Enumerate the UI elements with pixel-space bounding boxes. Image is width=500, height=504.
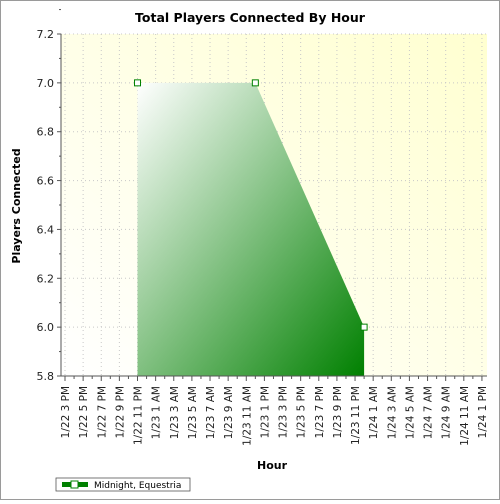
y-tick-label: 6.8 xyxy=(37,126,55,139)
x-tick-label: 1/23 11 AM xyxy=(241,386,253,446)
data-point-marker xyxy=(251,79,259,87)
x-tick-label: 1/23 3 PM xyxy=(278,386,290,438)
y-axis-ticks: 5.8 6.0 6.2 6.4 6.6 6.8 7.0 7.2 xyxy=(37,9,61,383)
x-tick-label: 1/24 7 AM xyxy=(423,386,435,439)
x-tick-label: 1/24 3 AM xyxy=(386,386,398,439)
x-tick-label: 1/23 5 PM xyxy=(296,386,308,438)
y-tick-label: 6.2 xyxy=(37,272,55,285)
x-tick-label: 1/22 5 PM xyxy=(78,386,90,438)
x-tick-label: 1/23 3 AM xyxy=(169,386,181,439)
y-tick-label: 5.8 xyxy=(37,370,55,383)
chart-title: Total Players Connected By Hour xyxy=(135,10,366,25)
x-tick-label: 1/23 11 PM xyxy=(350,386,362,445)
y-axis-label: Players Connected xyxy=(10,148,23,263)
y-tick-label: 7.0 xyxy=(37,77,55,90)
legend-marker xyxy=(70,480,79,489)
x-axis-label: Hour xyxy=(257,459,288,472)
x-tick-label: 1/24 1 PM xyxy=(477,386,489,438)
x-tick-label: 1/22 3 PM xyxy=(60,386,72,438)
data-point-marker xyxy=(360,323,368,331)
x-tick-label: 1/23 9 PM xyxy=(332,386,344,438)
legend: Midnight, Equestria xyxy=(55,477,191,492)
x-tick-label: 1/22 9 PM xyxy=(114,386,126,438)
x-tick-label: 1/22 11 PM xyxy=(133,386,145,445)
x-tick-label: 1/23 1 PM xyxy=(259,386,271,438)
legend-label: Midnight, Equestria xyxy=(94,481,181,491)
data-point-marker xyxy=(134,79,142,87)
area-series xyxy=(137,82,365,376)
x-tick-label: 1/23 1 AM xyxy=(151,386,163,439)
x-tick-label: 1/23 5 AM xyxy=(187,386,199,439)
x-tick-label: 1/23 7 AM xyxy=(205,386,217,439)
legend-box xyxy=(55,477,191,492)
x-tick-label: 1/24 9 AM xyxy=(441,386,453,439)
x-tick-label: 1/22 7 PM xyxy=(96,386,108,438)
area-layer xyxy=(134,79,368,376)
x-tick-label: 1/24 5 AM xyxy=(404,386,416,439)
y-tick-label: 7.2 xyxy=(37,28,55,41)
y-tick-label: 6.4 xyxy=(37,223,55,236)
x-axis-ticks: 1/22 3 PM 1/22 5 PM 1/22 7 PM 1/22 9 PM 1/22… xyxy=(60,376,489,446)
x-tick-label: 1/24 11 AM xyxy=(459,386,471,446)
x-tick-label: 1/23 9 AM xyxy=(223,386,235,439)
x-tick-label: 1/23 7 PM xyxy=(314,386,326,438)
x-tick-label: 1/24 1 AM xyxy=(368,386,380,439)
y-tick-label: 6.0 xyxy=(37,321,55,334)
y-tick-label: 6.6 xyxy=(37,175,55,188)
